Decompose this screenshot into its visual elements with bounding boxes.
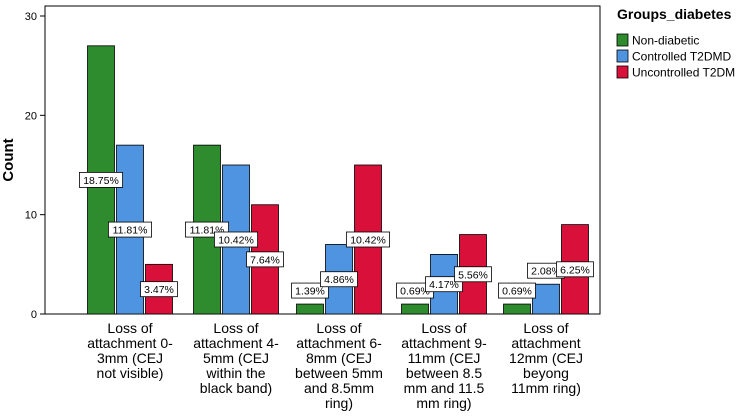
legend-entry-label: Non-diabetic — [632, 34, 699, 48]
x-category-label-line: 11mm (CEJ — [408, 350, 481, 366]
data-label-box — [108, 221, 153, 238]
bar — [401, 303, 429, 315]
x-category-label: Loss of attachment 6-8mm (CEJ between 5mm a… — [295, 320, 383, 411]
data-label: 1.39% — [295, 286, 325, 298]
x-category-label-line: attachment — [511, 335, 580, 351]
x-category-label-line: black band) — [200, 380, 272, 396]
data-label-box — [291, 282, 329, 299]
legend-entry-label: Uncontrolled T2DM — [632, 66, 735, 80]
x-category-label-line: Loss of — [107, 320, 152, 336]
x-category-label-line: between 8.5 — [406, 365, 482, 381]
data-label: 18.75% — [83, 175, 119, 187]
x-category-label-line: 12mm (CEJ — [509, 350, 583, 366]
x-category-label-line: within the — [205, 365, 265, 381]
data-label-box — [246, 251, 284, 268]
data-label: 10.42% — [218, 235, 254, 247]
data-label-box — [425, 276, 463, 293]
x-category-label-line: not visible) — [97, 365, 164, 381]
legend: Groups_diabetes Non-diabetic Controlled T2… — [616, 6, 735, 80]
data-label-box — [213, 231, 258, 248]
x-category-label: Loss of attachment 12mm (CEJ beyong 11mm rin… — [509, 320, 583, 396]
legend-swatch — [616, 65, 629, 79]
data-label-box — [140, 281, 178, 298]
y-tick-label: 30 — [25, 11, 37, 23]
data-label: 2.08% — [531, 266, 561, 278]
data-label-box — [79, 171, 124, 188]
x-category-label-line: attachment 6- — [296, 335, 382, 351]
x-category-label: Loss of attachment 0-3mm (CEJ not visible) — [87, 320, 173, 381]
y-tick-label: 20 — [25, 110, 37, 122]
data-label-box — [556, 261, 594, 278]
data-label: 10.42% — [350, 235, 386, 247]
x-category-label-line: Loss of — [213, 320, 258, 336]
x-category-label-line: 11mm ring) — [511, 380, 581, 396]
x-category-label-line: 8mm (CEJ — [306, 350, 372, 366]
data-label: 0.69% — [502, 286, 532, 298]
legend-entry-label: Controlled T2DMD — [632, 50, 731, 64]
x-category-label-line: mm ring) — [416, 395, 471, 411]
data-label-box — [498, 282, 536, 299]
x-category-label-line: mm and 11.5 — [404, 380, 485, 396]
bar — [296, 303, 324, 315]
x-category-label-line: attachment 4- — [193, 335, 279, 351]
y-tick-label: 0 — [31, 309, 37, 321]
data-label-box — [454, 266, 492, 283]
data-labels-layer: 18.75%11.81%1.39% 0.69% 0.69%11.81%10.42%4… — [79, 171, 594, 299]
data-label-box — [320, 271, 358, 288]
x-category-label: Loss of attachment 4-5mm (CEJ within the bl… — [193, 320, 279, 396]
bar — [503, 303, 531, 315]
data-label: 3.47% — [144, 284, 174, 296]
x-category-label-line: between 5mm — [295, 365, 383, 381]
data-label-box — [345, 231, 390, 248]
x-category-label-line: Loss of — [523, 320, 568, 336]
x-category-label-line: Loss of — [316, 320, 361, 336]
x-category-label-line: ring) — [325, 395, 353, 411]
x-category-label-line: attachment 9- — [401, 335, 487, 351]
x-category-label-line: beyong — [523, 365, 569, 381]
data-label: 4.17% — [429, 279, 459, 291]
x-category-label-line: 5mm (CEJ — [203, 350, 269, 366]
x-category-label: Loss of attachment 9-11mm (CEJ between 8.5… — [401, 320, 487, 411]
data-label: 6.25% — [560, 264, 590, 276]
x-category-label-line: Loss of — [421, 320, 466, 336]
legend-title: Groups_diabetes — [617, 6, 732, 22]
data-label: 0.69% — [400, 286, 430, 298]
x-category-label-line: and 8.5mm — [304, 380, 374, 396]
y-axis-label: Count — [0, 138, 17, 181]
legend-swatch — [616, 33, 629, 47]
data-label: 5.56% — [458, 269, 488, 281]
x-category-label-line: attachment 0- — [87, 335, 173, 351]
data-label: 7.64% — [250, 254, 280, 266]
data-label: 4.86% — [324, 274, 354, 286]
y-tick-label: 10 — [25, 210, 37, 222]
x-category-label-line: 3mm (CEJ — [97, 350, 163, 366]
legend-swatch — [616, 49, 629, 63]
bar — [532, 283, 560, 315]
data-label: 11.81% — [113, 225, 148, 237]
